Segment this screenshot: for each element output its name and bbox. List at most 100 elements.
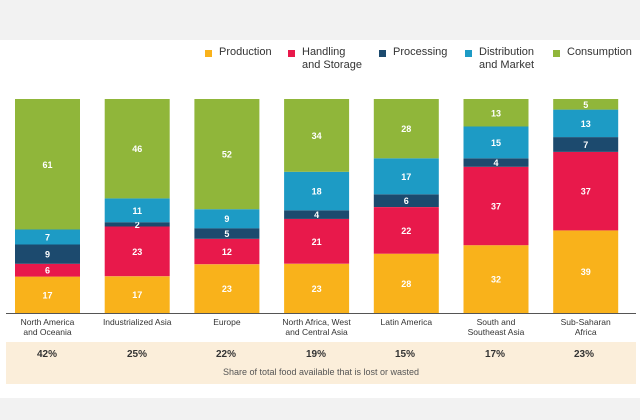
bar-segment (15, 263, 80, 277)
loss-share-value: 19% (305, 349, 326, 360)
bar-segment (15, 276, 80, 313)
category-label: North Africa, West and Central Asia (282, 317, 351, 337)
bar-segment (553, 230, 619, 313)
bar-value-label: 12 (222, 247, 232, 257)
bar-segment (463, 166, 529, 246)
bar-segment (15, 244, 80, 264)
loss-share-value: 22% (215, 349, 236, 360)
bar-segment (284, 171, 350, 211)
bar-value-label: 28 (401, 124, 411, 134)
legend-label-processing: Processing (393, 46, 448, 58)
bar-value-label: 39 (581, 267, 591, 277)
bar-segment (553, 152, 619, 231)
bar-segment (194, 209, 260, 229)
bar-value-label: 32 (491, 275, 501, 285)
bar-segment (194, 99, 260, 210)
bar-segment (553, 137, 619, 152)
legend-swatch-consumption (553, 50, 560, 57)
legend-item-handling-storage: Handling and Storage (288, 46, 362, 72)
bar-segment (284, 210, 350, 219)
bar-value-label: 5 (583, 100, 588, 110)
bar-value-label: 13 (581, 119, 591, 129)
legend-label-handling-storage: Handling and Storage (302, 46, 362, 71)
loss-share-value: 25% (126, 349, 147, 360)
bar-value-label: 4 (314, 210, 319, 220)
bar-value-label: 9 (224, 214, 229, 224)
bar-value-label: 52 (222, 150, 232, 160)
legend-swatch-distribution-market (465, 50, 472, 57)
bar-value-label: 15 (491, 138, 501, 148)
bar-value-label: 23 (132, 247, 142, 257)
bar-value-label: 7 (45, 233, 50, 243)
bar-segment (104, 99, 170, 199)
bar-value-label: 5 (224, 229, 229, 239)
bar-value-label: 37 (581, 187, 591, 197)
bar-value-label: 7 (583, 140, 588, 150)
bar-segment (284, 99, 350, 172)
bar-value-label: 28 (401, 279, 411, 289)
bar-segment (373, 99, 439, 159)
bar-value-label: 18 (312, 187, 322, 197)
bar-segment (463, 158, 529, 167)
category-label: Sub-Saharan Africa (561, 317, 611, 337)
bar-segment (553, 109, 619, 138)
bar-value-label: 21 (312, 237, 322, 247)
category-label: Latin America (381, 317, 433, 327)
bar-value-label: 37 (491, 202, 501, 212)
bar-segment (284, 218, 350, 264)
legend-item-processing: Processing (379, 46, 447, 59)
legend-label-consumption: Consumption (567, 46, 632, 58)
legend-label-distribution-market: Distribution and Market (479, 46, 535, 71)
bar-value-label: 61 (42, 160, 52, 170)
legend-item-consumption: Consumption (553, 46, 632, 59)
legend-item-production: Production (205, 46, 272, 59)
top-band (0, 0, 640, 40)
bar-segment (104, 198, 170, 223)
bar-value-label: 6 (404, 196, 409, 206)
bar-segment (194, 238, 260, 265)
loss-share-value: 17% (484, 349, 505, 360)
bar-value-label: 46 (132, 144, 142, 154)
bar-value-label: 6 (45, 266, 50, 276)
category-label: South and Southeast Asia (468, 317, 525, 337)
legend-label-production: Production (219, 46, 272, 58)
loss-share-value: 23% (573, 349, 594, 360)
category-label: Europe (213, 317, 241, 327)
legend-swatch-production (205, 50, 212, 57)
bar-segment (373, 194, 439, 207)
bar-value-label: 9 (45, 250, 50, 260)
bar-value-label: 17 (132, 290, 142, 300)
category-label: North America and Oceania (21, 317, 75, 337)
loss-share-caption: Share of total food available that is lo… (222, 367, 420, 377)
bottom-band (0, 398, 640, 420)
bar-segment (373, 158, 439, 195)
bar-segment (284, 263, 350, 313)
bar-segment (373, 253, 439, 313)
bar-value-label: 4 (493, 158, 498, 168)
legend-item-distribution-market: Distribution and Market (465, 46, 534, 72)
legend-swatch-processing (379, 50, 386, 57)
bar-segment (104, 226, 170, 277)
bar-value-label: 23 (312, 284, 322, 294)
bar-segment (104, 222, 170, 227)
legend-swatch-handling-storage (288, 50, 295, 57)
bar-segment (194, 264, 260, 313)
bar-segment (15, 99, 80, 230)
bar-value-label: 34 (312, 131, 322, 141)
bar-value-label: 22 (401, 226, 411, 236)
loss-share-footer (6, 342, 636, 384)
loss-share-value: 15% (394, 349, 415, 360)
bar-value-label: 17 (42, 290, 52, 300)
bar-value-label: 17 (401, 172, 411, 182)
bar-segment (373, 207, 439, 254)
bar-segment (463, 126, 529, 159)
bar-segment (463, 245, 529, 313)
bar-segment (553, 99, 619, 110)
bar-segment (463, 99, 529, 127)
loss-share-value: 42% (36, 349, 57, 360)
bar-segment (194, 228, 260, 239)
category-label: Industrialized Asia (103, 317, 172, 327)
bar-value-label: 11 (132, 206, 142, 216)
